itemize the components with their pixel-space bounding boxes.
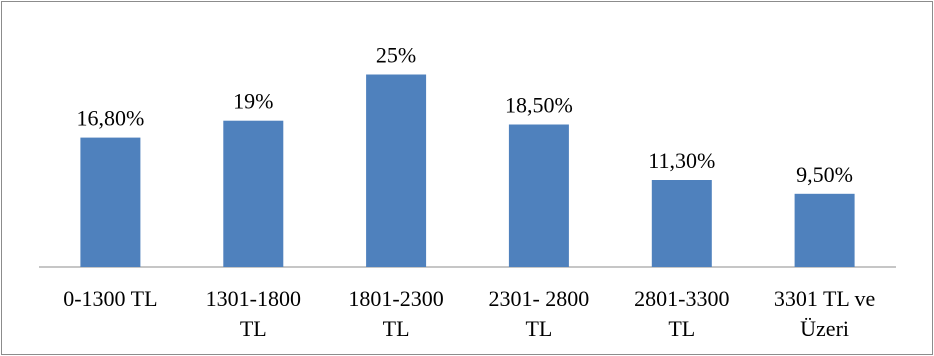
data-label-5: 9,50% [796,162,853,187]
data-label-4: 11,30% [648,148,715,173]
x-tick-label-5-0: 3301 TL ve [774,286,875,311]
data-label-1: 19% [233,89,273,114]
bar-0 [80,137,141,267]
bar-1 [223,120,284,267]
x-tick-label-1-1: TL [240,316,267,341]
bar-5 [794,193,855,267]
bar-4 [651,180,712,267]
x-tick-label-4-0: 2801-3300 [634,286,729,311]
x-tick-label-2-1: TL [383,316,410,341]
x-tick-label-3-1: TL [525,316,552,341]
x-tick-label-0-0: 0-1300 TL [63,286,157,311]
bar-3 [508,124,569,267]
data-label-2: 25% [376,43,416,68]
bar-2 [366,74,427,267]
x-tick-label-3-0: 2301- 2800 [488,286,589,311]
x-tick-label-2-0: 1801-2300 [348,286,443,311]
x-tick-label-1-0: 1301-1800 [206,286,301,311]
x-tick-label-4-1: TL [668,316,695,341]
data-label-0: 16,80% [76,106,144,131]
data-label-3: 18,50% [505,93,573,118]
x-tick-label-5-1: Üzeri [800,316,849,341]
